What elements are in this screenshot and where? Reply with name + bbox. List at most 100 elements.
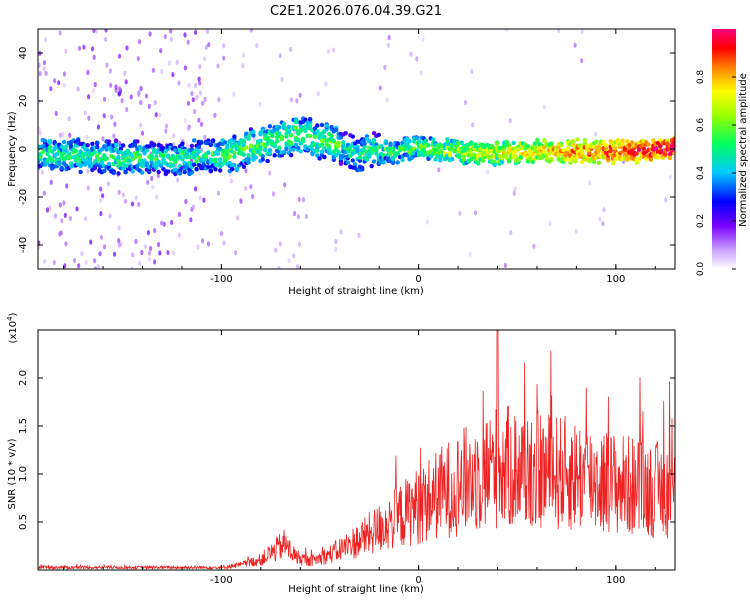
noise-point <box>232 91 236 97</box>
spectrum-point <box>113 138 119 143</box>
spectrum-point <box>549 141 554 147</box>
spectrum-point <box>613 157 618 162</box>
spectrum-point <box>492 162 497 168</box>
noise-point <box>186 39 190 45</box>
noise-point <box>458 210 462 216</box>
spectrum-point <box>416 140 422 145</box>
noise-point <box>580 58 584 64</box>
spectrum-point <box>596 146 602 151</box>
noise-point <box>229 178 233 184</box>
noise-point <box>68 215 72 221</box>
spectrum-point <box>289 153 294 158</box>
noise-point <box>171 72 175 78</box>
noise-point <box>151 184 155 190</box>
spectrum-point <box>263 147 268 153</box>
spectrum-point <box>530 159 535 165</box>
spectrum-point <box>123 170 128 175</box>
spectrum-point <box>102 168 107 174</box>
spectrum-point <box>99 160 105 166</box>
noise-point <box>93 266 98 269</box>
spectrum-point <box>248 144 254 149</box>
spectrum-point <box>374 151 379 156</box>
spectrum-point <box>260 154 265 159</box>
spectrum-point <box>206 150 211 155</box>
spectrum-point <box>319 122 325 128</box>
noise-point <box>75 206 79 212</box>
spectrum-point <box>480 158 486 163</box>
noise-point <box>251 193 255 199</box>
spectrum-point <box>113 143 119 148</box>
spectrum-point <box>234 166 239 172</box>
noise-point <box>92 54 96 61</box>
noise-point <box>175 59 179 65</box>
noise-point <box>62 82 66 88</box>
spectrum-point <box>293 125 299 131</box>
noise-point <box>156 173 160 179</box>
noise-point <box>177 80 181 86</box>
spectrum-point <box>300 136 306 142</box>
noise-point <box>183 118 188 124</box>
noise-point <box>186 126 190 132</box>
spectrum-point <box>549 157 554 163</box>
spectrum-point <box>476 161 481 166</box>
noise-point <box>109 82 113 88</box>
spectrum-point <box>291 147 296 152</box>
noise-point <box>52 259 56 265</box>
noise-point <box>473 210 478 216</box>
spectrum-point <box>390 156 396 162</box>
noise-point <box>80 251 84 257</box>
spectrum-point <box>303 128 308 134</box>
spectrum-point <box>57 157 62 162</box>
spectrum-point <box>241 138 247 144</box>
spectrum-point <box>423 138 429 143</box>
noise-point <box>94 29 98 34</box>
spectrum-point <box>575 137 580 142</box>
noise-point <box>197 76 201 82</box>
spectrum-point <box>582 138 587 143</box>
noise-point <box>185 142 189 149</box>
noise-point <box>57 80 61 86</box>
noise-point <box>278 241 282 247</box>
noise-point <box>125 107 129 113</box>
snr-x-tick-label: 100 <box>606 575 625 586</box>
spectrogram-y-axis-label: Frequency (Hz) <box>7 111 18 187</box>
noise-point <box>509 230 513 236</box>
noise-point <box>213 112 217 118</box>
noise-point <box>255 43 259 49</box>
spectrum-point <box>603 143 609 148</box>
noise-point <box>297 196 301 202</box>
spectrum-point <box>241 152 247 157</box>
noise-point <box>93 258 97 264</box>
colorbar-tick-label: 0.8 <box>696 70 706 85</box>
noise-point <box>334 239 338 245</box>
spectrum-point <box>421 147 426 152</box>
spectrum-point <box>194 159 199 164</box>
noise-point <box>268 170 272 176</box>
spectrum-point <box>369 150 374 155</box>
noise-point <box>131 252 135 258</box>
noise-point <box>505 29 509 32</box>
spectrum-point <box>369 163 374 169</box>
spectrum-point <box>667 155 673 160</box>
spectrum-point <box>59 165 64 171</box>
noise-point <box>125 45 129 51</box>
spectrum-point <box>144 148 150 153</box>
noise-point <box>99 234 104 240</box>
spectrum-point <box>525 144 531 149</box>
spectrum-point <box>149 159 154 165</box>
spectrum-point <box>502 147 507 152</box>
spectrum-point <box>662 152 668 157</box>
noise-point <box>177 232 181 239</box>
spectrum-point <box>326 143 332 149</box>
spectrum-point <box>61 139 67 145</box>
noise-point <box>86 69 90 75</box>
spectrum-point <box>381 160 386 165</box>
noise-point <box>471 122 475 128</box>
spectrum-point <box>232 162 237 168</box>
noise-point <box>151 67 155 73</box>
noise-point <box>45 207 50 213</box>
spectrum-point <box>341 140 346 145</box>
spectrum-point <box>506 143 512 148</box>
noise-point <box>138 260 142 266</box>
noise-point <box>62 71 66 77</box>
